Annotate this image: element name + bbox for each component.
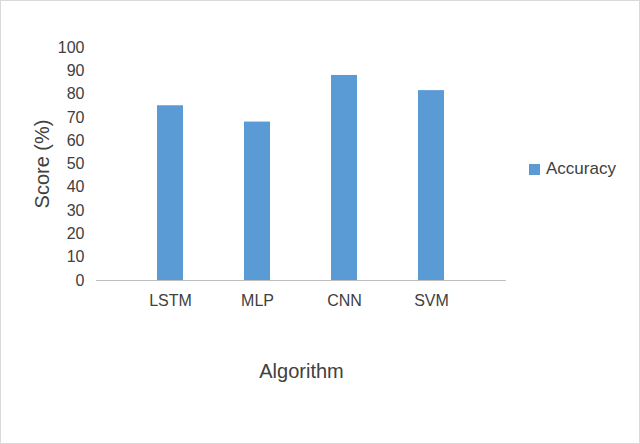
svg-text:SVM: SVM bbox=[414, 292, 449, 309]
svg-text:20: 20 bbox=[67, 225, 85, 242]
svg-text:Score (%): Score (%) bbox=[31, 120, 53, 209]
svg-text:CNN: CNN bbox=[327, 292, 362, 309]
svg-text:MLP: MLP bbox=[241, 292, 274, 309]
svg-text:80: 80 bbox=[67, 85, 85, 102]
svg-text:LSTM: LSTM bbox=[149, 292, 192, 309]
svg-text:40: 40 bbox=[67, 178, 85, 195]
svg-text:0: 0 bbox=[76, 272, 85, 289]
svg-text:50: 50 bbox=[67, 155, 85, 172]
html-text:Accuracy: Accuracy bbox=[546, 159, 616, 178]
svg-text:30: 30 bbox=[67, 202, 85, 219]
svg-text:10: 10 bbox=[67, 248, 85, 265]
svg-text:Algorithm: Algorithm bbox=[259, 360, 343, 382]
svg-text:70: 70 bbox=[67, 109, 85, 126]
svg-text:60: 60 bbox=[67, 132, 85, 149]
svg-text:100: 100 bbox=[58, 39, 85, 56]
svg-text:90: 90 bbox=[67, 62, 85, 79]
